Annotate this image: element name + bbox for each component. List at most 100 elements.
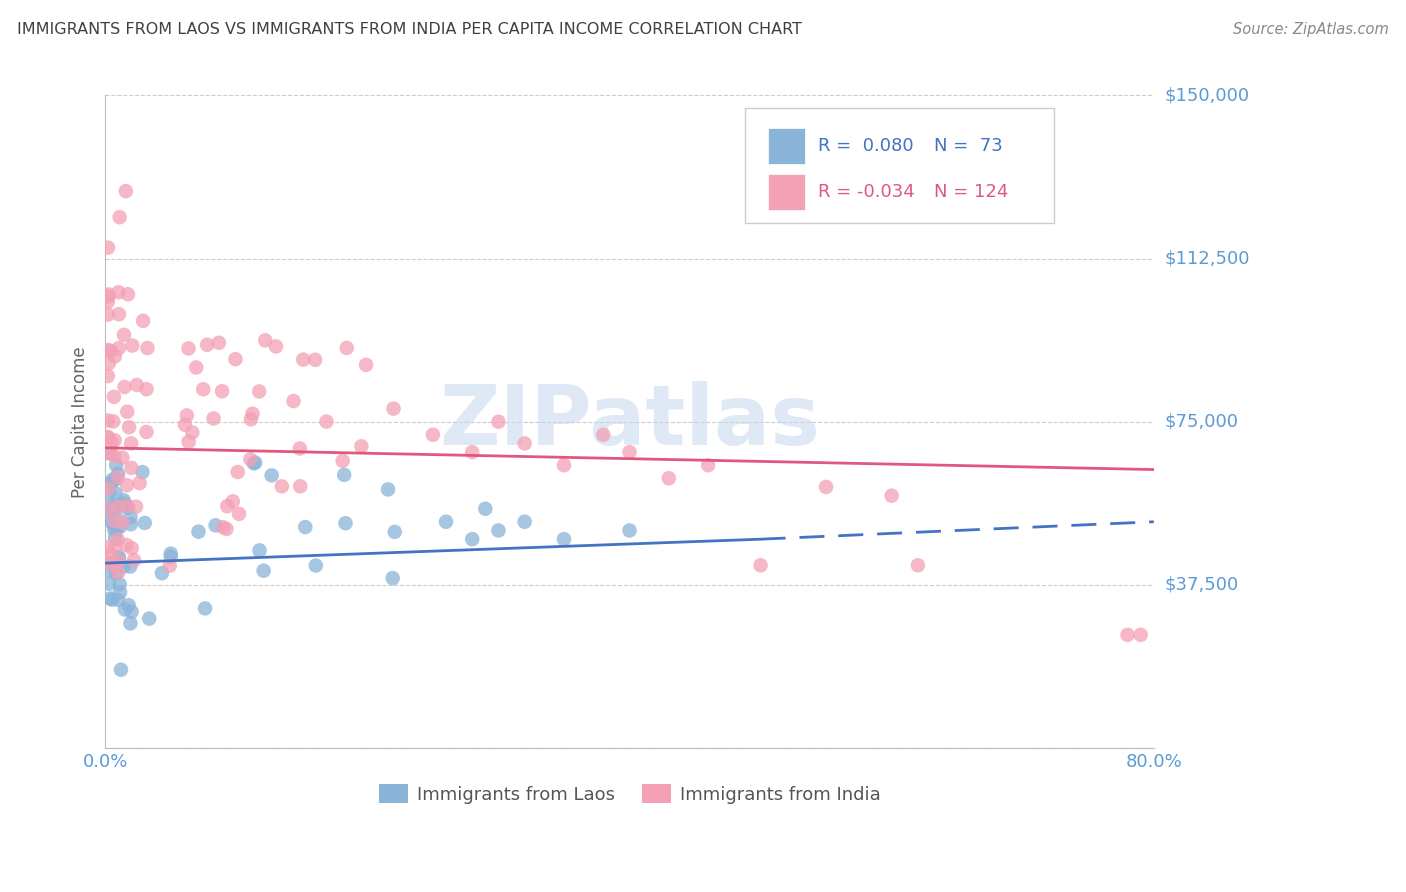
Point bbox=[114, 496, 136, 510]
Point bbox=[243, 456, 266, 470]
Point bbox=[815, 480, 838, 494]
Point bbox=[98, 514, 121, 528]
Point bbox=[215, 522, 238, 536]
Point bbox=[101, 592, 124, 607]
Point bbox=[105, 458, 128, 473]
Point bbox=[121, 605, 143, 619]
Point bbox=[105, 566, 128, 581]
Point bbox=[121, 461, 143, 475]
Point bbox=[112, 327, 135, 342]
Point bbox=[174, 417, 197, 432]
Point bbox=[247, 384, 270, 399]
Point bbox=[107, 533, 129, 547]
Point bbox=[434, 515, 457, 529]
Point bbox=[488, 415, 510, 429]
Point bbox=[488, 524, 510, 538]
Point bbox=[118, 598, 141, 612]
Point bbox=[112, 493, 135, 508]
FancyBboxPatch shape bbox=[768, 174, 804, 210]
Point bbox=[115, 478, 138, 492]
Point bbox=[98, 576, 121, 591]
Point bbox=[97, 430, 120, 444]
Point bbox=[100, 435, 122, 450]
Point bbox=[138, 612, 160, 626]
Point bbox=[97, 555, 120, 569]
Point bbox=[108, 210, 131, 224]
Text: Source: ZipAtlas.com: Source: ZipAtlas.com bbox=[1233, 22, 1389, 37]
Text: $37,500: $37,500 bbox=[1166, 576, 1239, 594]
Point bbox=[120, 517, 142, 532]
Point bbox=[100, 344, 122, 359]
Point bbox=[208, 335, 231, 350]
Point bbox=[115, 538, 138, 552]
Y-axis label: Per Capita Income: Per Capita Income bbox=[72, 346, 89, 498]
Point bbox=[187, 524, 209, 539]
Point bbox=[224, 352, 246, 367]
Point bbox=[211, 384, 233, 399]
Text: R = -0.034: R = -0.034 bbox=[818, 183, 915, 201]
Text: $150,000: $150,000 bbox=[1166, 87, 1250, 104]
Point bbox=[97, 294, 120, 309]
Legend: Immigrants from Laos, Immigrants from India: Immigrants from Laos, Immigrants from In… bbox=[371, 776, 887, 811]
Point bbox=[103, 414, 125, 428]
Point bbox=[132, 314, 155, 328]
Point bbox=[100, 548, 122, 562]
Point bbox=[103, 558, 125, 572]
Point bbox=[120, 559, 142, 574]
Point bbox=[97, 413, 120, 427]
Point bbox=[101, 475, 124, 490]
Point bbox=[98, 564, 121, 578]
Point bbox=[107, 566, 129, 580]
Point bbox=[108, 519, 131, 533]
Point bbox=[474, 501, 496, 516]
Point bbox=[101, 558, 124, 572]
Point bbox=[226, 465, 249, 479]
Point bbox=[120, 510, 142, 524]
Point bbox=[98, 486, 121, 500]
Point bbox=[658, 471, 681, 485]
Point bbox=[97, 540, 120, 554]
Point bbox=[1116, 628, 1139, 642]
Point bbox=[111, 450, 134, 465]
Point bbox=[103, 522, 125, 536]
Point bbox=[336, 341, 359, 355]
Point bbox=[377, 483, 399, 497]
Point bbox=[381, 571, 404, 585]
Point bbox=[105, 510, 128, 524]
Point bbox=[1129, 628, 1152, 642]
Point bbox=[97, 369, 120, 384]
Point bbox=[97, 343, 120, 357]
Point bbox=[177, 342, 200, 356]
Point bbox=[159, 558, 181, 573]
Point bbox=[97, 241, 120, 255]
Point bbox=[107, 553, 129, 567]
Point bbox=[260, 468, 283, 483]
Point bbox=[104, 434, 127, 448]
Point bbox=[100, 499, 122, 513]
Point bbox=[114, 498, 136, 512]
Point bbox=[101, 516, 124, 530]
Point bbox=[112, 559, 135, 574]
Point bbox=[104, 540, 127, 554]
Point bbox=[103, 502, 125, 516]
Point bbox=[382, 401, 405, 416]
Point bbox=[122, 553, 145, 567]
Point bbox=[194, 601, 217, 615]
Point bbox=[252, 564, 274, 578]
Point bbox=[97, 501, 120, 516]
Point bbox=[108, 577, 131, 591]
Point bbox=[128, 476, 150, 491]
Point bbox=[332, 454, 354, 468]
Point bbox=[186, 360, 208, 375]
Point bbox=[177, 434, 200, 449]
Point bbox=[242, 407, 264, 421]
FancyBboxPatch shape bbox=[745, 109, 1054, 223]
Point bbox=[98, 591, 121, 606]
Point bbox=[103, 514, 125, 528]
Point bbox=[239, 452, 262, 467]
Point bbox=[97, 356, 120, 370]
Point bbox=[288, 442, 311, 456]
Text: ZIPatlas: ZIPatlas bbox=[439, 381, 820, 462]
Point bbox=[202, 411, 225, 425]
Point bbox=[159, 549, 181, 564]
